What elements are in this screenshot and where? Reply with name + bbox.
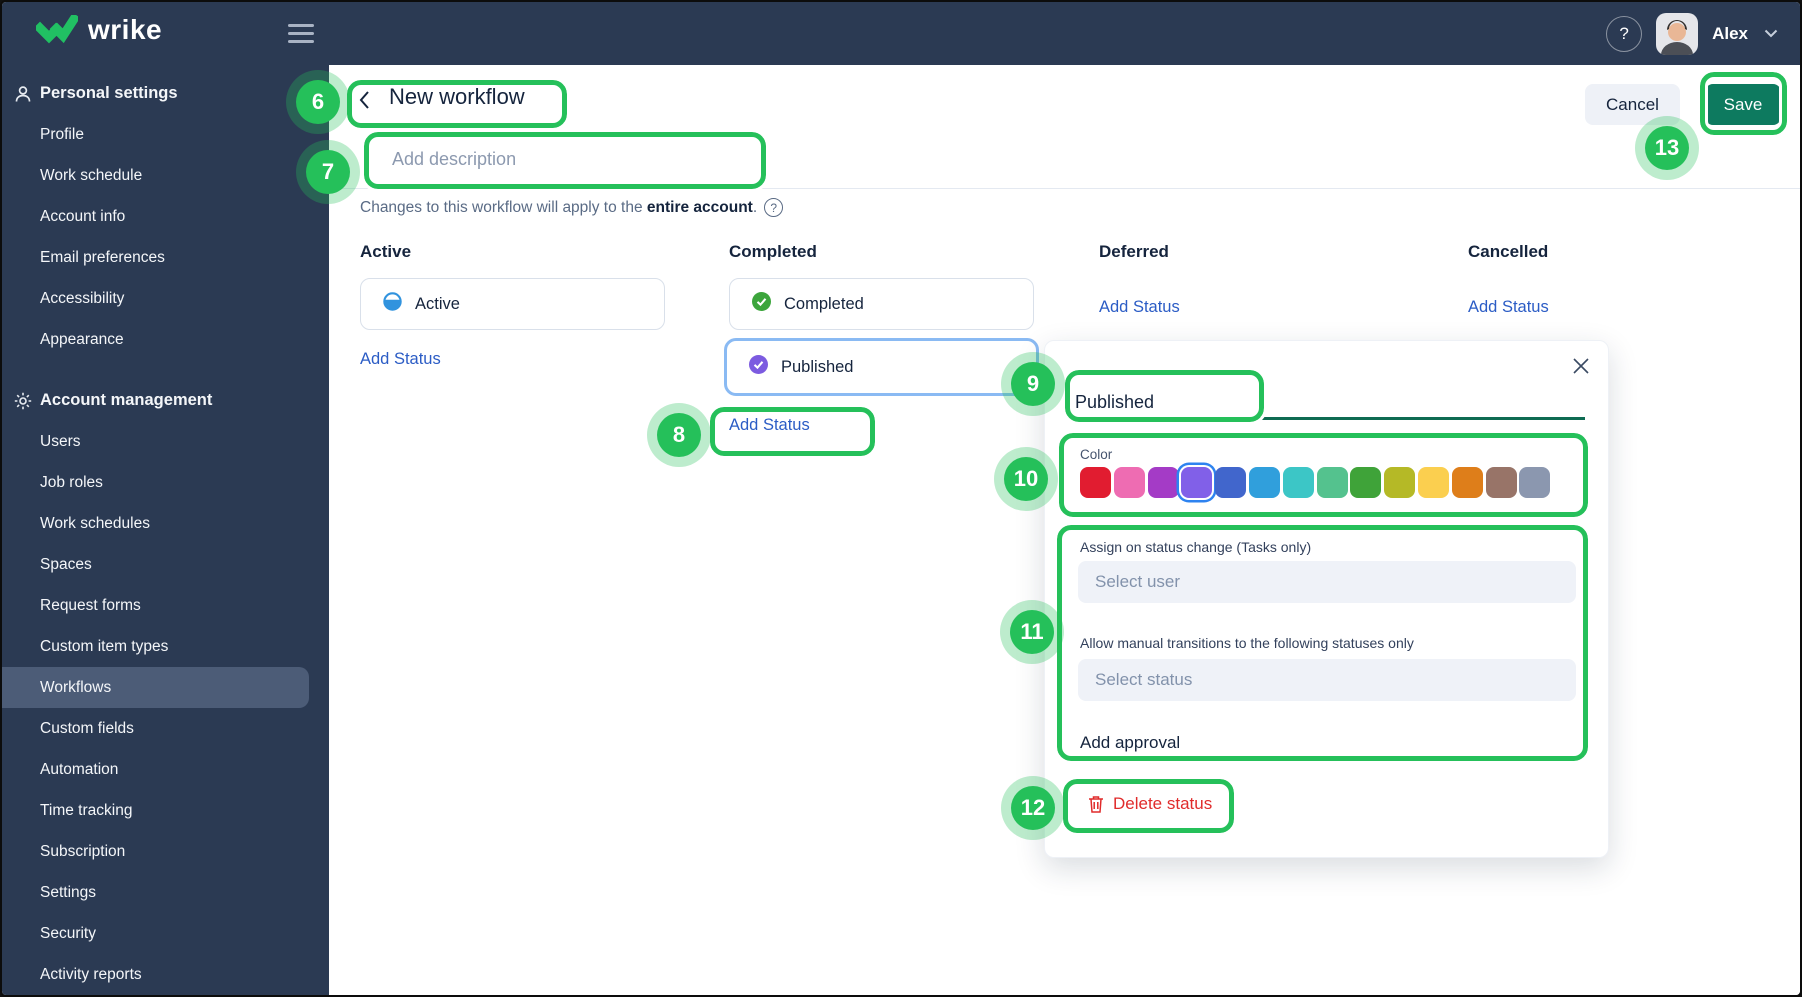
color-swatch-12[interactable] bbox=[1451, 467, 1483, 498]
status-check-icon bbox=[749, 355, 768, 379]
color-swatch-6[interactable] bbox=[1248, 467, 1280, 498]
description-input[interactable] bbox=[369, 137, 789, 181]
cancel-button[interactable]: Cancel bbox=[1585, 84, 1680, 125]
color-swatch-7[interactable] bbox=[1282, 467, 1314, 498]
avatar[interactable] bbox=[1656, 12, 1699, 55]
color-label: Color bbox=[1080, 447, 1113, 462]
sidebar-item-subscription[interactable]: Subscription bbox=[40, 842, 126, 860]
column-title: Cancelled bbox=[1468, 242, 1549, 261]
sidebar-item-accessibility[interactable]: Accessibility bbox=[40, 289, 125, 307]
close-icon[interactable] bbox=[1570, 355, 1592, 377]
status-card-completed[interactable]: Completed bbox=[729, 278, 1034, 330]
color-swatch-5[interactable] bbox=[1215, 467, 1247, 498]
select-status-dropdown[interactable]: Select status bbox=[1078, 659, 1576, 701]
sidebar-item-workflows[interactable]: Workflows bbox=[2, 667, 309, 708]
delete-status-button[interactable]: Delete status bbox=[1088, 794, 1212, 814]
logo-text: wrike bbox=[88, 14, 163, 45]
sidebar-item-request-forms[interactable]: Request forms bbox=[40, 596, 141, 614]
color-swatch-2[interactable] bbox=[1113, 467, 1145, 498]
color-swatch-1[interactable] bbox=[1080, 467, 1111, 498]
status-editor-popup: Color Assign on status change (Tasks onl… bbox=[1044, 340, 1609, 858]
sidebar-item-automation[interactable]: Automation bbox=[40, 760, 119, 778]
column-completed: Completed Completed Published Add Status bbox=[724, 242, 1039, 435]
color-swatch-8[interactable] bbox=[1316, 467, 1348, 498]
add-status-link-completed[interactable]: Add Status bbox=[729, 416, 810, 434]
workflow-notice: Changes to this workflow will apply to t… bbox=[360, 198, 784, 217]
color-swatch-9[interactable] bbox=[1350, 467, 1382, 498]
color-swatch-13[interactable] bbox=[1485, 467, 1517, 498]
wrike-logo: wrike bbox=[36, 14, 162, 46]
sidebar-nav: Personal settings Profile Work schedule Acc… bbox=[2, 65, 329, 995]
color-swatch-3[interactable] bbox=[1147, 467, 1179, 498]
sidebar-item-custom-item-types[interactable]: Custom item types bbox=[40, 637, 169, 655]
main-content: New workflow Cancel Save Changes to this… bbox=[329, 65, 1800, 995]
sidebar-item-job-roles[interactable]: Job roles bbox=[40, 473, 103, 491]
help-icon[interactable]: ? bbox=[1606, 15, 1643, 52]
sidebar-item-work-schedules[interactable]: Work schedules bbox=[40, 514, 150, 532]
wrike-logo-icon bbox=[36, 15, 78, 44]
transitions-label: Allow manual transitions to the followin… bbox=[1080, 635, 1414, 651]
sidebar-item-appearance[interactable]: Appearance bbox=[40, 330, 124, 348]
column-cancelled: Cancelled Add Status bbox=[1468, 242, 1773, 317]
column-title: Completed bbox=[729, 242, 817, 261]
save-button[interactable]: Save bbox=[1705, 84, 1781, 125]
add-approval-button[interactable]: Add approval bbox=[1080, 733, 1181, 752]
sidebar-section-account-management: Account management bbox=[2, 380, 329, 421]
user-name[interactable]: Alex bbox=[1712, 23, 1748, 43]
hamburger-menu-icon[interactable] bbox=[288, 24, 314, 43]
color-swatches bbox=[1080, 467, 1551, 498]
color-swatch-10[interactable] bbox=[1384, 467, 1416, 498]
add-status-link-deferred[interactable]: Add Status bbox=[1099, 298, 1180, 316]
color-swatch-11[interactable] bbox=[1417, 467, 1449, 498]
status-half-circle-icon bbox=[383, 292, 402, 316]
back-button[interactable] bbox=[351, 87, 377, 113]
sidebar-item-spaces[interactable]: Spaces bbox=[40, 555, 92, 573]
assign-label: Assign on status change (Tasks only) bbox=[1080, 539, 1312, 555]
column-title: Active bbox=[360, 242, 412, 261]
sidebar-item-security[interactable]: Security bbox=[40, 924, 96, 942]
color-swatch-4[interactable] bbox=[1181, 467, 1213, 498]
header-divider bbox=[329, 188, 1800, 189]
sidebar-item-time-tracking[interactable]: Time tracking bbox=[40, 801, 133, 819]
color-swatch-14[interactable] bbox=[1519, 467, 1551, 498]
add-status-link-active[interactable]: Add Status bbox=[360, 350, 441, 368]
sidebar-item-profile[interactable]: Profile bbox=[40, 125, 84, 143]
column-active: Active Active Add Status bbox=[360, 242, 665, 369]
status-name-input[interactable] bbox=[1075, 387, 1585, 420]
sidebar-item-activity-reports[interactable]: Activity reports bbox=[40, 965, 142, 983]
sidebar-item-account-info[interactable]: Account info bbox=[40, 207, 126, 225]
sidebar-section-personal-settings: Personal settings bbox=[2, 73, 329, 114]
select-user-dropdown[interactable]: Select user bbox=[1078, 561, 1576, 603]
top-bar: wrike ? Alex bbox=[2, 2, 1800, 65]
add-status-link-cancelled[interactable]: Add Status bbox=[1468, 298, 1549, 316]
status-card-published[interactable]: Published bbox=[724, 338, 1039, 396]
gear-icon bbox=[13, 391, 33, 411]
person-icon bbox=[13, 84, 33, 104]
sidebar-item-users[interactable]: Users bbox=[40, 432, 81, 450]
column-title: Deferred bbox=[1099, 242, 1169, 261]
sidebar-item-settings[interactable]: Settings bbox=[40, 883, 97, 901]
sidebar-item-custom-fields[interactable]: Custom fields bbox=[40, 719, 134, 737]
chevron-down-icon[interactable] bbox=[1764, 29, 1778, 38]
status-check-icon bbox=[752, 292, 771, 316]
trash-icon bbox=[1089, 796, 1103, 813]
status-card-active[interactable]: Active bbox=[360, 278, 665, 330]
notice-help-icon[interactable]: ? bbox=[764, 198, 784, 217]
sidebar-item-email-preferences[interactable]: Email preferences bbox=[40, 248, 165, 266]
page-title: New workflow bbox=[389, 84, 525, 109]
column-deferred: Deferred Add Status bbox=[1099, 242, 1404, 317]
sidebar-item-work-schedule[interactable]: Work schedule bbox=[40, 166, 143, 184]
avatar-image bbox=[1661, 19, 1694, 55]
